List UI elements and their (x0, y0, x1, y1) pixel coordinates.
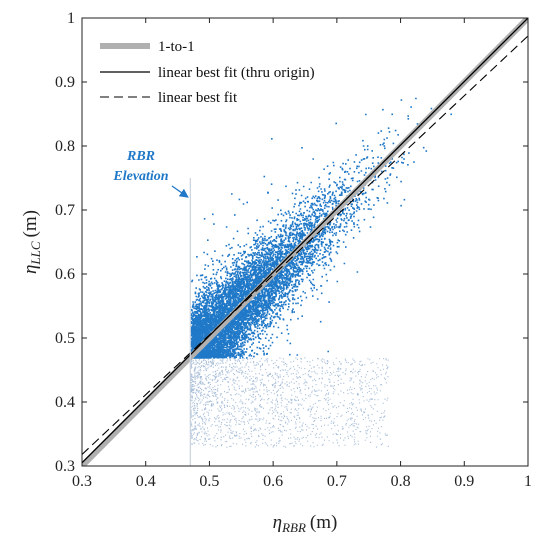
axis-ticks: 0.3 0.4 0.5 0.6 0.7 0.8 0.9 1 0.3 0.4 0.5 0.6 0.7 0.8… (55, 10, 532, 490)
y-tick-label: 0.9 (55, 74, 75, 91)
y-tick-label: 1 (67, 10, 75, 27)
x-axis-label: ηRBR (m) (273, 512, 338, 535)
y-axis-label: ηLLC(m) (20, 210, 43, 274)
x-tick-label: 0.3 (72, 473, 92, 490)
x-tick-label: 0.4 (136, 473, 156, 490)
y-tick-label: 0.5 (55, 330, 75, 347)
legend: 1-to-1 linear best fit (thru origin) lin… (100, 39, 315, 106)
y-tick-label: 0.7 (55, 202, 75, 219)
x-tick-label: 0.8 (391, 473, 411, 490)
annotation-line-2: Elevation (112, 169, 168, 184)
legend-label-best-fit-origin: linear best fit (thru origin) (158, 65, 315, 81)
x-tick-label: 1 (524, 473, 532, 490)
line-best-fit (82, 35, 528, 455)
legend-label-best-fit: linear best fit (158, 90, 238, 106)
annotation-arrow (171, 185, 189, 198)
annotation-line-1: RBR (126, 149, 155, 164)
fit-lines (82, 18, 528, 466)
rbr-elevation-annotation: RBR Elevation (112, 149, 189, 198)
x-tick-label: 0.7 (327, 473, 347, 490)
scatter-series-below-elevation (190, 357, 389, 448)
line-best-fit-origin (82, 18, 528, 464)
y-tick-label: 0.8 (55, 138, 75, 155)
x-tick-label: 0.6 (263, 473, 283, 490)
y-tick-label: 0.3 (55, 458, 75, 475)
scatter-points (190, 97, 453, 448)
x-tick-label: 0.5 (199, 473, 219, 490)
x-tick-label: 0.9 (454, 473, 474, 490)
y-tick-label: 0.6 (55, 266, 75, 283)
y-tick-label: 0.4 (55, 394, 75, 411)
legend-label-1-to-1: 1-to-1 (158, 39, 195, 55)
plot-frame (81, 17, 529, 467)
